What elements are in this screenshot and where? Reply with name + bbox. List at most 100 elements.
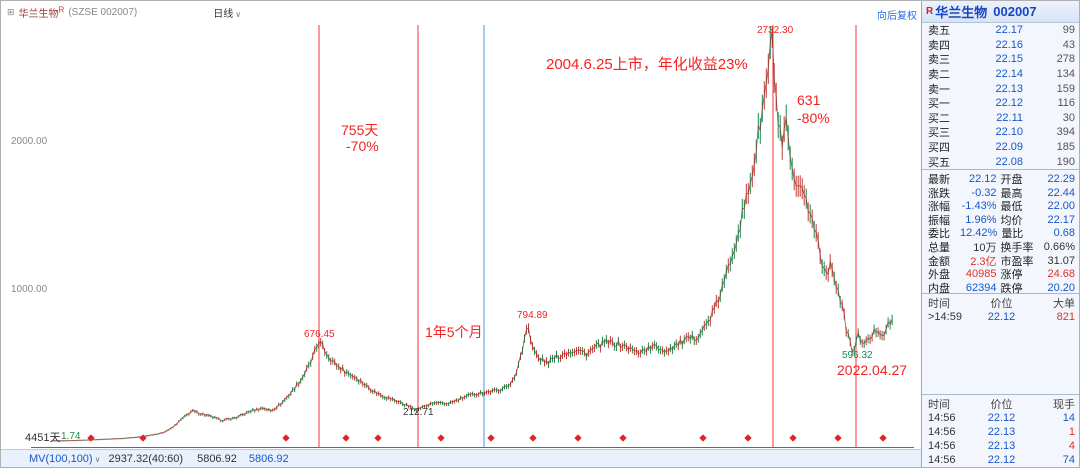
window-menu-icon[interactable]: ⊞ [7, 7, 15, 17]
chevron-down-icon: ∨ [235, 10, 242, 19]
r-badge: R [926, 6, 934, 17]
book-volume: 190 [1056, 155, 1075, 168]
event-diamond-marker[interactable] [834, 434, 842, 442]
quote-panel: R 华兰生物 002007 卖五 22.17 99 卖四 22.16 43 [921, 1, 1079, 467]
chevron-down-icon: ∨ [94, 454, 101, 464]
book-price: 22.11 [996, 111, 1023, 124]
stat-value: 0.66% [1043, 240, 1075, 253]
stat-label: 最低 [1000, 201, 1023, 214]
quote-panel-title: R 华兰生物 002007 [922, 1, 1079, 23]
tick-volume: 4 [1068, 440, 1075, 452]
stat-row: 金额 2.3亿 市盈率 31.07 [922, 253, 1079, 268]
indicator-selector[interactable]: MV(100,100) ∨ [29, 452, 101, 465]
stat-value: 22.29 [1047, 172, 1075, 185]
order-book-row[interactable]: 卖二 22.14 134 [922, 67, 1079, 82]
col-time: 时间 [928, 399, 950, 411]
tick-price: 22.12 [987, 311, 1016, 324]
stat-value: -0.32 [971, 186, 997, 199]
stat-label: 涨幅 [928, 201, 950, 214]
stock-name-label: 华兰生物R [18, 5, 65, 20]
order-book: 卖五 22.17 99 卖四 22.16 43 卖三 22.15 278 [922, 23, 1079, 169]
book-price: 22.10 [995, 126, 1023, 139]
book-level-label: 买二 [928, 112, 950, 125]
book-level-label: 卖五 [928, 25, 950, 38]
col-price: 价位 [990, 399, 1013, 411]
order-book-row[interactable]: 卖四 22.16 43 [922, 38, 1079, 53]
tick-row: 14:56 22.12 14 [922, 411, 1079, 425]
indicator-value-3: 5806.92 [248, 452, 289, 465]
stock-code: 002007 [993, 4, 1037, 19]
col-lots: 现手 [1053, 399, 1075, 411]
event-diamond-marker[interactable] [619, 434, 627, 442]
book-price: 22.14 [995, 68, 1023, 81]
tick-price: 22.13 [987, 426, 1016, 438]
divider [922, 293, 1079, 295]
period-selector[interactable]: 日线 ∨ [213, 9, 242, 20]
tick-time: 14:56 [928, 412, 956, 424]
stat-value: 22.00 [1047, 200, 1075, 213]
chart-panel: ⊞ 华兰生物R (SZSE 002007) 日线 ∨ 向后复权 2004.6.25… [1, 1, 921, 467]
tick-time: 14:56 [928, 454, 956, 466]
stat-value: 31.07 [1047, 254, 1075, 267]
stat-label: 最新 [928, 173, 950, 186]
book-price: 22.15 [995, 53, 1023, 66]
stat-value: 22.12 [968, 172, 997, 185]
event-diamond-marker[interactable] [529, 434, 537, 442]
order-book-row[interactable]: 买四 22.09 185 [922, 140, 1079, 155]
stat-label: 内盘 [928, 282, 950, 295]
event-diamond-marker[interactable] [87, 434, 95, 442]
book-level-label: 买四 [928, 142, 950, 155]
book-level-label: 卖四 [928, 39, 950, 52]
book-volume: 43 [1062, 38, 1075, 51]
event-diamond-marker[interactable] [282, 434, 290, 442]
order-book-row[interactable]: 买二 22.11 30 [922, 111, 1079, 126]
book-volume: 99 [1062, 24, 1075, 37]
stat-row: 内盘 62394 跌停 20.20 [922, 280, 1079, 295]
tick-price: 22.12 [987, 454, 1016, 466]
event-diamond-marker[interactable] [789, 434, 797, 442]
tick-volume: 74 [1062, 454, 1075, 466]
stat-label: 委比 [928, 228, 950, 241]
adjust-mode-button[interactable]: 向后复权 [877, 11, 917, 22]
book-level-label: 卖二 [928, 69, 950, 82]
book-price: 22.13 [995, 82, 1023, 95]
stat-label: 跌停 [1000, 282, 1023, 295]
book-level-label: 买三 [928, 127, 950, 140]
tick-price: 22.12 [987, 412, 1016, 424]
order-book-row[interactable]: 买三 22.10 394 [922, 125, 1079, 140]
order-book-row[interactable]: 卖五 22.17 99 [922, 23, 1079, 38]
event-diamond-marker[interactable] [574, 434, 582, 442]
stat-label: 量比 [1001, 228, 1024, 241]
col-bigorder: 大单 [1053, 298, 1075, 311]
order-book-row[interactable]: 卖一 22.13 159 [922, 81, 1079, 96]
stat-value: 22.44 [1047, 186, 1075, 199]
stat-label: 总量 [928, 241, 950, 254]
event-diamond-marker[interactable] [342, 434, 350, 442]
divider [922, 394, 1079, 396]
stat-label: 换手率 [1000, 241, 1034, 254]
tick-row: 14:56 22.12 74 [922, 453, 1079, 467]
order-book-row[interactable]: 卖三 22.15 278 [922, 52, 1079, 67]
col-time: 时间 [928, 298, 950, 311]
big-order-row[interactable]: >14:59 22.12 821 [922, 310, 1079, 324]
big-order-list: >14:59 22.12 821 [922, 310, 1079, 324]
stat-label: 涨跌 [928, 187, 950, 200]
event-diamond-marker[interactable] [879, 434, 887, 442]
event-diamond-marker[interactable] [744, 434, 752, 442]
order-book-row[interactable]: 买一 22.12 116 [922, 96, 1079, 111]
event-diamond-marker[interactable] [139, 434, 147, 442]
big-order-header: 时间 价位 大单 [922, 295, 1079, 311]
order-book-row[interactable]: 买五 22.08 190 [922, 154, 1079, 169]
stat-value: 40985 [965, 268, 997, 281]
event-diamond-marker[interactable] [437, 434, 445, 442]
stat-value: 12.42% [960, 227, 998, 240]
event-diamond-marker[interactable] [699, 434, 707, 442]
tick-price: 22.13 [987, 440, 1016, 452]
candlestick-chart[interactable] [1, 1, 921, 451]
event-diamond-marker[interactable] [374, 434, 382, 442]
event-diamond-marker[interactable] [487, 434, 495, 442]
stat-value: 10万 [973, 241, 997, 254]
stat-value: 1.96% [965, 213, 997, 226]
stock-code-label: (SZSE 002007) [68, 7, 138, 18]
stat-label: 市盈率 [1000, 255, 1034, 268]
